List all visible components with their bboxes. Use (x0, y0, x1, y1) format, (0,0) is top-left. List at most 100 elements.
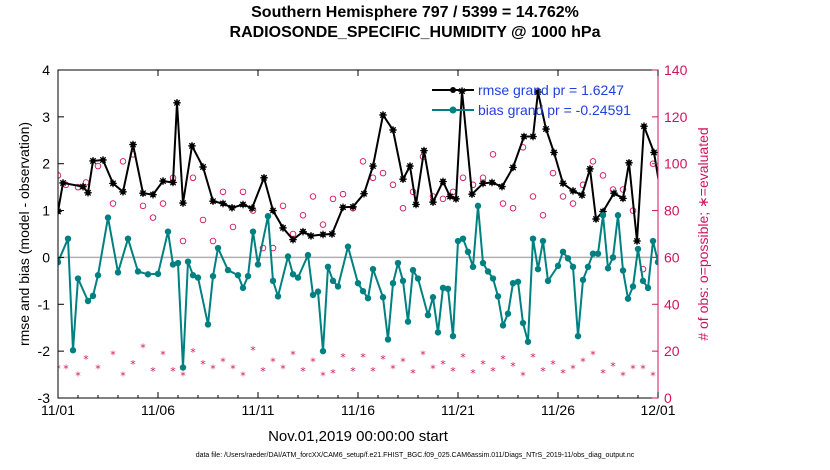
rmse-point (279, 224, 287, 232)
bias-point (424, 311, 432, 319)
bias-point (214, 244, 222, 252)
rmse-point (625, 158, 633, 167)
obs-evaluated-point: * (230, 363, 236, 376)
y-tick-label: 1 (42, 203, 50, 219)
bias-point (264, 212, 272, 220)
obs-possible-point (209, 237, 217, 245)
bias-point (534, 265, 542, 273)
rmse-point (446, 192, 454, 201)
rmse-point (389, 126, 397, 134)
rmse-point-ray (109, 180, 117, 187)
rmse-point-ray (188, 142, 196, 150)
obs-possible-point (539, 212, 547, 219)
rmse-point-ray (550, 149, 558, 156)
rmse-point-ray (307, 232, 315, 239)
rmse-point-ray (452, 195, 460, 202)
obs-evaluated-point: * (490, 365, 496, 378)
obs-evaluated-point: * (240, 370, 246, 383)
rmse-point (420, 146, 428, 155)
rmse-point (468, 190, 476, 198)
rmse-point-ray (159, 177, 167, 185)
obs-possible-point (559, 193, 567, 200)
obs-evaluated-point: * (660, 367, 666, 380)
rmse-point-ray (669, 184, 674, 189)
rmse-point (650, 148, 658, 157)
legend: rmse grand pr = 1.6247 bias grand pr = -0… (432, 82, 631, 118)
obs-evaluated-point: * (500, 353, 506, 366)
obs-possible-point (189, 174, 197, 182)
bias-point (479, 259, 487, 267)
rmse-point-ray (349, 203, 357, 210)
bias-point (224, 266, 232, 274)
rmse-point-ray (79, 183, 87, 190)
bias-point (514, 278, 522, 285)
rmse-point (139, 189, 147, 198)
obs-evaluated-point: * (300, 365, 306, 378)
obs-evaluated-point: * (330, 367, 336, 380)
rmse-point (520, 132, 528, 141)
rmse-point-ray (319, 231, 327, 238)
bias-point (319, 347, 327, 355)
rmse-point-ray (578, 191, 586, 199)
obs-possible-point (589, 158, 597, 165)
bias-point (670, 287, 676, 293)
bias-point (449, 332, 457, 340)
bias-point (269, 277, 277, 285)
obs-evaluated-point: * (510, 360, 516, 373)
x-tick-label: 11/01 (41, 402, 75, 418)
rmse-point (79, 182, 87, 191)
rmse-point (119, 188, 127, 196)
bias-point (429, 294, 437, 301)
bias-point (309, 291, 317, 299)
bias-point (569, 263, 577, 270)
bias-point (584, 263, 592, 270)
bias-point (364, 294, 372, 302)
obs-possible-point (339, 190, 347, 198)
bias-point (74, 275, 82, 282)
obs-possible-point (229, 223, 237, 231)
chart-title: Southern Hemisphere 797 / 5399 = 14.762% (251, 4, 579, 21)
rmse-point-core (675, 235, 680, 240)
rmse-point (559, 179, 567, 188)
rmse-point (219, 199, 227, 208)
rmse-point (99, 156, 107, 164)
y-tick-label: 3 (42, 109, 50, 125)
bias-point (254, 261, 262, 268)
bias-point (599, 212, 607, 219)
bias-point (124, 235, 132, 242)
x-tick-label: 11/06 (141, 402, 175, 418)
bias-point (389, 280, 397, 287)
y-tick-label: -1 (38, 296, 51, 312)
obs-possible-point (319, 221, 327, 228)
bias-point (404, 318, 412, 325)
obs-evaluated-point: * (110, 348, 116, 361)
rmse-point (379, 111, 387, 119)
rmse-point (349, 203, 357, 211)
y2-tick-label: 100 (664, 156, 688, 172)
obs-evaluated-point: * (170, 365, 176, 378)
rmse-point (458, 87, 466, 95)
y-tick-label: -2 (38, 343, 51, 359)
bias-point (249, 228, 257, 235)
obs-evaluated-point: * (210, 363, 216, 376)
bias-point (604, 265, 612, 272)
bias-point (559, 248, 567, 256)
obs-possible-point (459, 174, 467, 182)
obs-evaluated-point: * (630, 363, 636, 376)
obs-evaluated-point: * (380, 353, 386, 366)
rmse-point (509, 163, 517, 172)
rmse-point-ray (299, 228, 307, 235)
rmse-point-ray (209, 198, 217, 205)
obs-evaluated-point: * (430, 363, 436, 376)
bias-point (644, 284, 652, 292)
rmse-point (260, 173, 268, 182)
y2-tick-label: 120 (664, 109, 688, 125)
obs-possible-point (439, 195, 447, 203)
obs-evaluated-point: * (75, 370, 81, 383)
bias-point (289, 271, 297, 278)
bias-point (58, 258, 62, 266)
bias-point (334, 283, 342, 290)
y-axis-label: rmse and bias (model - observation) (16, 122, 32, 346)
obs-possible-point (529, 193, 537, 200)
rmse-point (429, 198, 437, 206)
